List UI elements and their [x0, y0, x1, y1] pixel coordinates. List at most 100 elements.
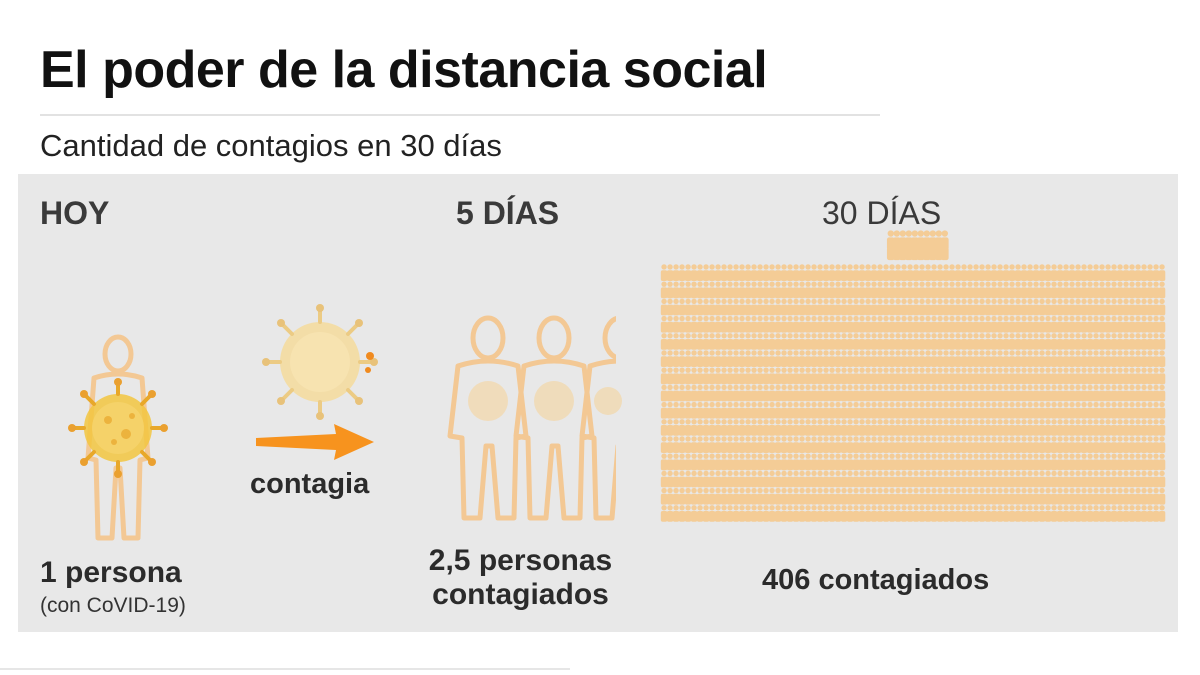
person-icon — [840, 367, 848, 385]
person-icon — [756, 384, 764, 402]
person-icon — [1044, 315, 1052, 333]
person-icon — [1116, 470, 1124, 488]
person-icon — [1020, 264, 1028, 282]
person-icon — [684, 401, 692, 419]
person-icon — [990, 505, 998, 522]
person-icon — [708, 298, 716, 316]
person-icon — [828, 350, 836, 368]
person-icon — [1134, 436, 1142, 454]
person-icon — [900, 367, 908, 385]
person-icon — [828, 470, 836, 488]
person-icon — [936, 436, 944, 454]
person-icon — [786, 367, 794, 385]
person-icon — [1092, 487, 1100, 505]
person-icon — [1110, 298, 1118, 316]
person-icon — [930, 401, 938, 419]
person-icon — [1122, 384, 1130, 402]
person-icon — [1074, 384, 1082, 402]
person-icon — [1134, 315, 1142, 333]
person-icon — [1146, 401, 1154, 419]
person-icon — [918, 281, 926, 299]
person-icon — [822, 298, 830, 316]
person-icon — [804, 384, 812, 402]
person-icon — [774, 367, 782, 385]
person-icon — [942, 419, 950, 436]
person-icon — [744, 281, 752, 299]
person-icon — [792, 401, 800, 419]
person-icon — [1098, 505, 1106, 522]
person-icon — [918, 333, 926, 350]
person-icon — [870, 505, 878, 522]
person-icon — [1068, 419, 1076, 436]
person-icon — [1062, 436, 1070, 454]
person-icon — [1152, 453, 1160, 471]
person-icon — [1026, 505, 1034, 522]
person-icon — [780, 281, 788, 299]
person-icon — [918, 401, 926, 419]
person-icon — [780, 315, 788, 333]
person-icon — [978, 470, 986, 488]
person-icon — [1032, 470, 1040, 488]
person-icon — [1098, 264, 1106, 282]
person-icon — [852, 487, 860, 505]
person-icon — [852, 419, 860, 436]
person-icon — [990, 487, 998, 505]
person-icon — [876, 419, 884, 436]
person-icon — [1008, 487, 1016, 505]
person-icon — [732, 384, 740, 402]
person-icon — [936, 470, 944, 488]
person-icon — [966, 453, 974, 471]
person-icon — [1044, 470, 1052, 488]
person-icon — [942, 384, 950, 402]
person-icon — [906, 487, 914, 505]
person-icon — [1008, 419, 1016, 436]
person-icon — [1068, 333, 1076, 350]
person-icon — [1116, 436, 1124, 454]
person-icon — [960, 505, 968, 522]
person-icon — [1020, 281, 1028, 299]
person-icon — [1056, 419, 1064, 436]
person-icon — [882, 401, 890, 419]
person-icon — [756, 333, 764, 350]
person-icon — [1104, 350, 1112, 368]
person-icon — [702, 419, 710, 436]
person-icon — [978, 419, 986, 436]
person-icon — [690, 350, 698, 368]
person-icon — [984, 264, 992, 282]
person-icon — [672, 419, 680, 436]
person-icon — [930, 298, 938, 316]
person-icon — [696, 384, 704, 402]
heading-today: HOY — [40, 195, 110, 231]
person-icon — [678, 298, 686, 316]
person-icon — [918, 350, 926, 368]
person-icon — [948, 453, 956, 471]
person-icon — [894, 264, 902, 282]
person-icon — [786, 384, 794, 402]
person-icon — [924, 419, 932, 436]
person-icon — [948, 505, 956, 522]
person-icon — [804, 487, 812, 505]
person-icon — [978, 384, 986, 402]
person-icon — [882, 333, 890, 350]
person-icon — [942, 436, 950, 454]
person-icon — [1080, 264, 1088, 282]
person-icon — [924, 487, 932, 505]
person-icon — [672, 401, 680, 419]
person-icon — [1080, 333, 1088, 350]
person-icon — [1116, 367, 1124, 385]
person-icon — [828, 453, 836, 471]
person-icon — [1146, 367, 1154, 385]
person-icon — [702, 281, 710, 299]
label-two-half-persons: 2,5 personas contagiados — [428, 544, 613, 611]
person-icon — [990, 419, 998, 436]
person-icon — [822, 333, 830, 350]
person-icon — [816, 298, 824, 316]
person-icon — [1104, 487, 1112, 505]
person-icon — [1008, 264, 1016, 282]
person-icon — [912, 453, 920, 471]
person-icon — [930, 487, 938, 505]
person-icon — [1038, 281, 1046, 299]
person-icon — [948, 470, 956, 488]
person-icon — [798, 315, 806, 333]
person-icon — [1086, 470, 1094, 488]
